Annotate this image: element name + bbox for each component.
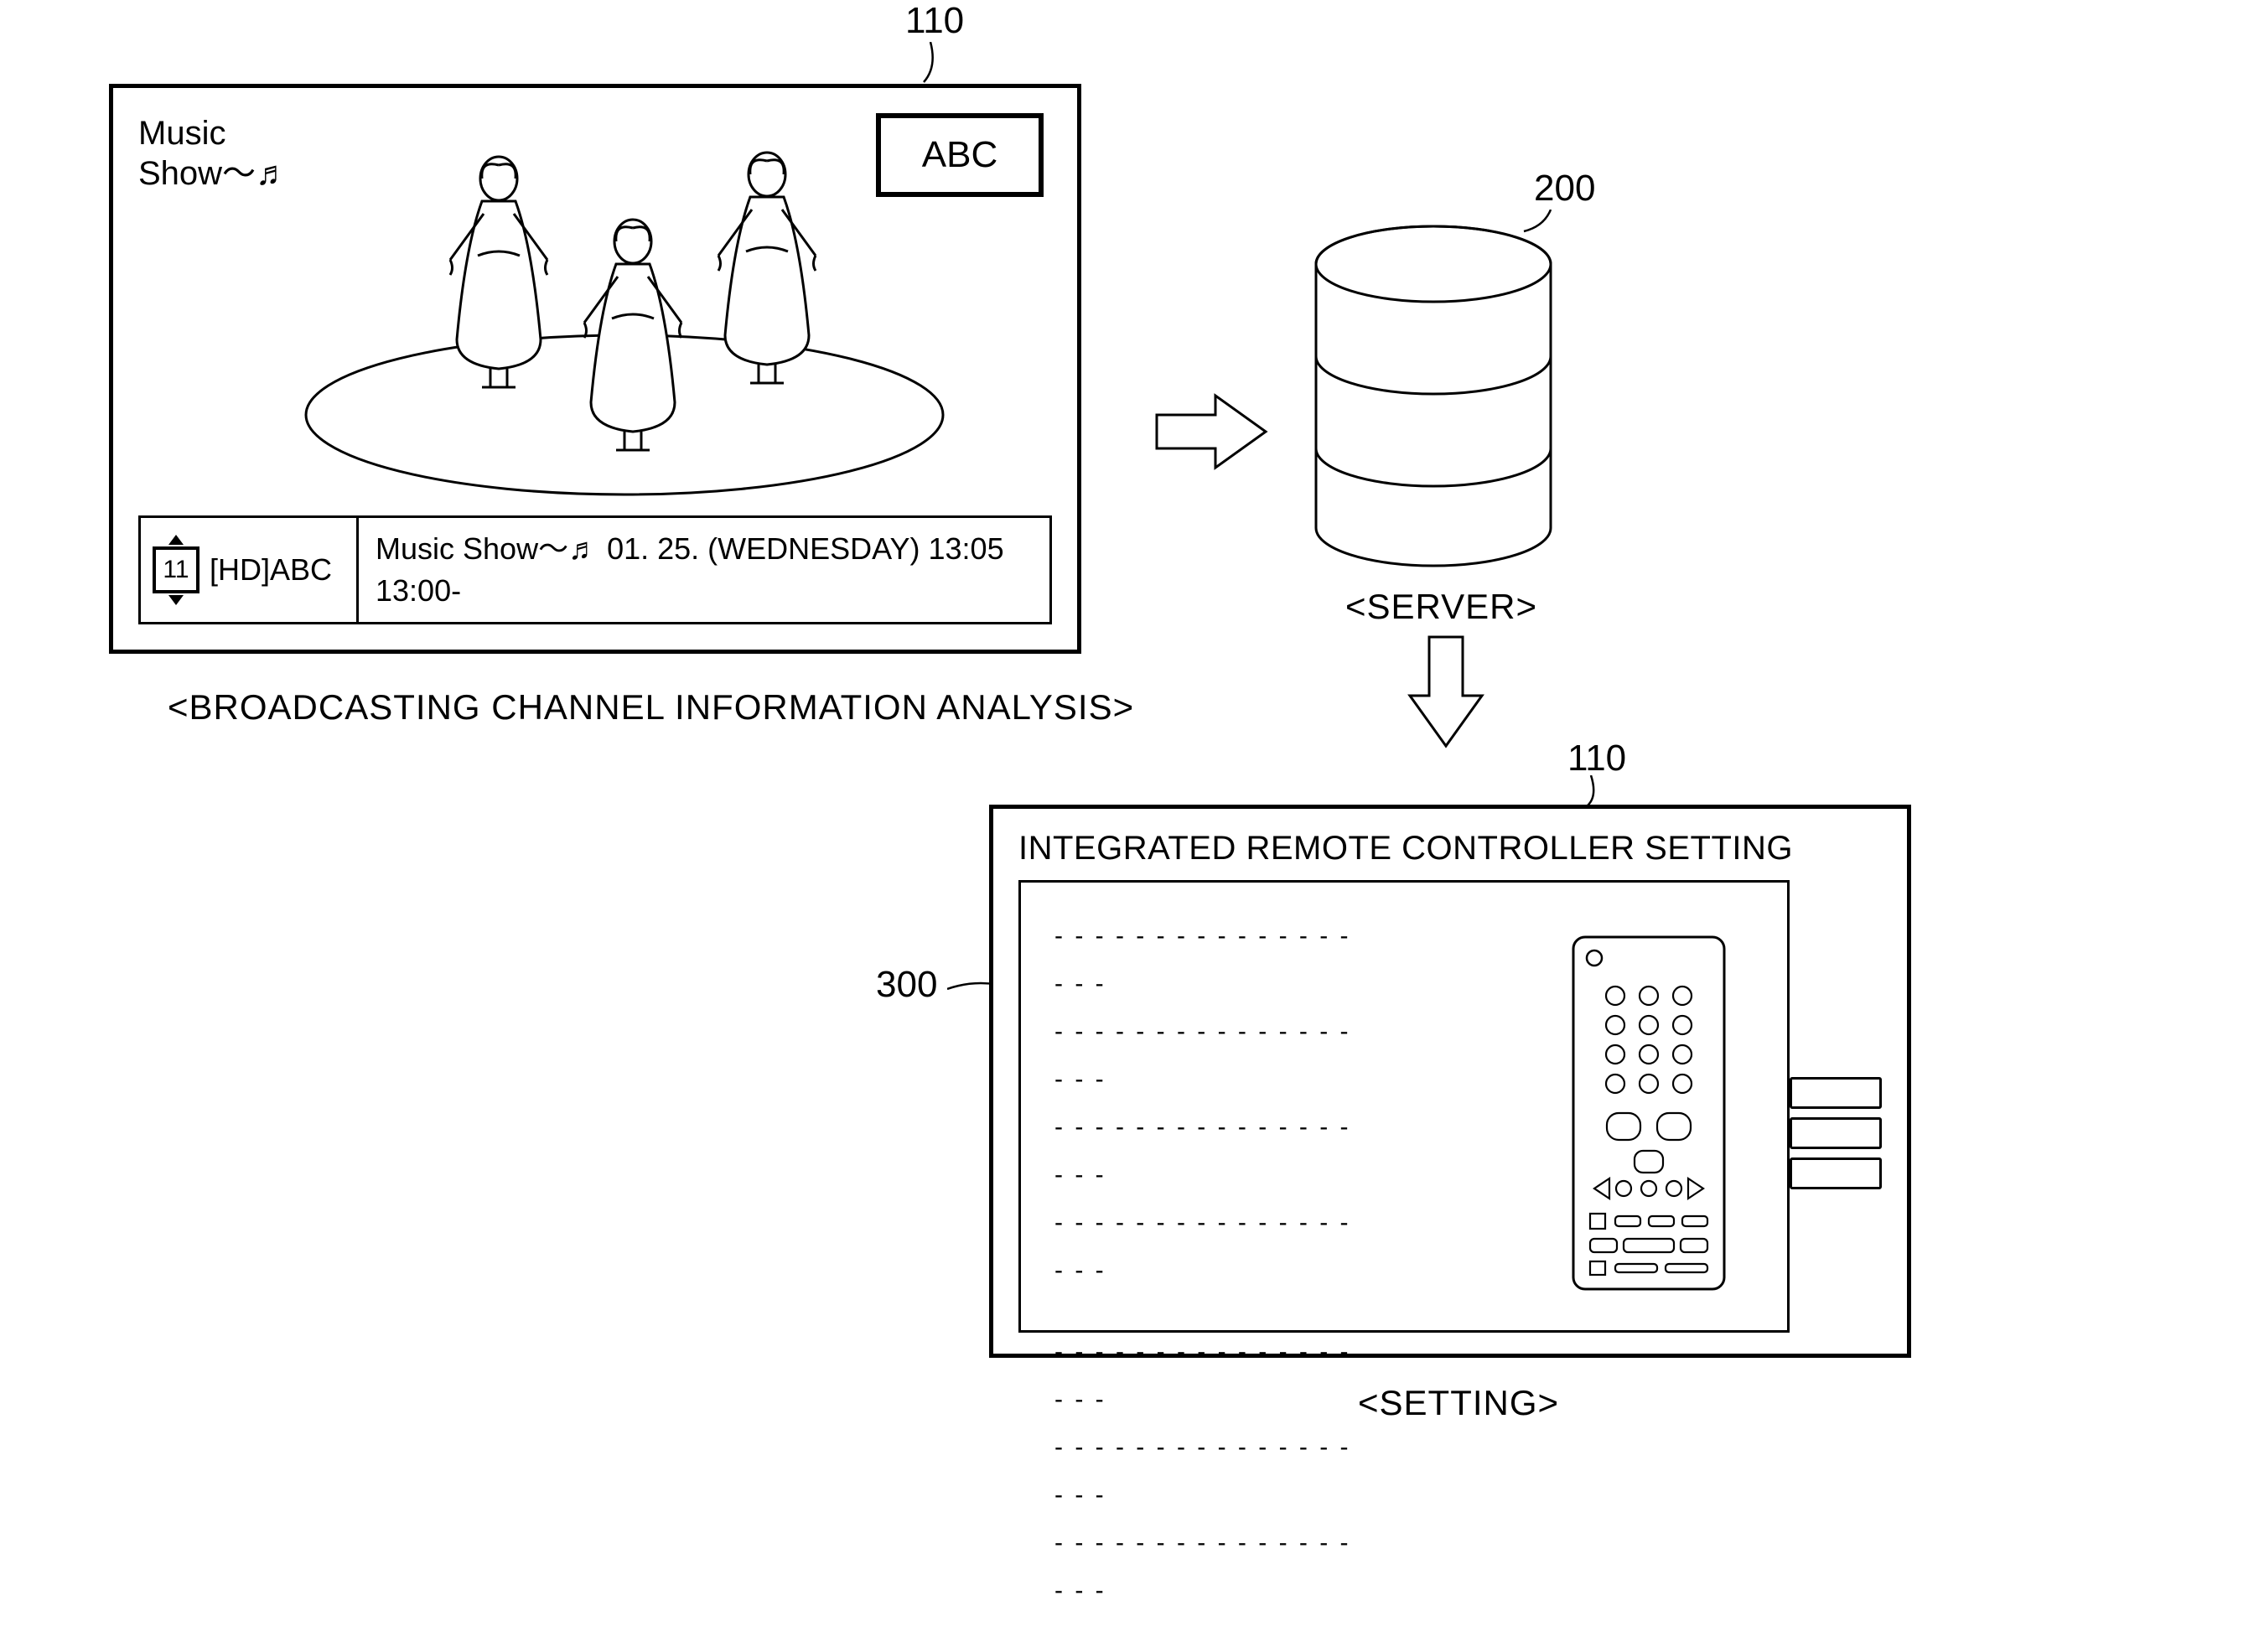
server-icon	[1308, 218, 1559, 578]
caption-bcast: <BROADCASTING CHANNEL INFORMATION ANALYS…	[168, 687, 1134, 728]
side-button[interactable]	[1790, 1077, 1882, 1109]
setting-line: - - - - - - - - - - - - - - - - - -	[1054, 1007, 1365, 1103]
program-line2: 13:00-	[376, 570, 1033, 612]
setting-inner: - - - - - - - - - - - - - - - - - - - - …	[1018, 880, 1790, 1333]
show-title-l1: Music	[138, 115, 225, 152]
chevron-up-icon[interactable]	[168, 535, 184, 545]
ref-num-setting: 110	[1567, 738, 1626, 779]
ref-num-bcast: 110	[905, 0, 964, 42]
channel-label: [HD]ABC	[210, 552, 332, 588]
setting-line: - - - - - - - - - - - - - - - - - -	[1054, 1199, 1365, 1294]
setting-line: - - - - - - - - - - - - - - - - - -	[1054, 1328, 1365, 1423]
ref-num-remote: 300	[876, 964, 937, 1006]
channel-info: 11 [HD]ABC	[141, 518, 359, 622]
side-button[interactable]	[1790, 1117, 1882, 1149]
side-button[interactable]	[1790, 1157, 1882, 1189]
show-title-l2: Show～♬	[138, 155, 289, 192]
setting-line: - - - - - - - - - - - - - - - - - -	[1054, 912, 1365, 1007]
arrow-down-icon	[1400, 629, 1492, 754]
ref-num-server: 200	[1534, 168, 1595, 210]
caption-setting: <SETTING>	[1358, 1383, 1559, 1423]
setting-line: - - - - - - - - - - - - - - - - - -	[1054, 1423, 1365, 1519]
chevron-down-icon[interactable]	[168, 595, 184, 605]
arrow-right-icon	[1148, 386, 1274, 478]
broadcast-panel: Music Show～♬ ABC	[109, 84, 1081, 654]
setting-title: INTEGRATED REMOTE CONTROLLER SETTING	[1018, 830, 1793, 867]
channel-number: 11	[163, 556, 189, 584]
setting-panel: INTEGRATED REMOTE CONTROLLER SETTING - -…	[989, 805, 1911, 1358]
program-info: Music Show～♬ 01. 25. (WEDNESDAY) 13:05 1…	[359, 518, 1049, 622]
show-title: Music Show～♬	[138, 113, 289, 194]
remote-icon	[1569, 933, 1728, 1293]
program-line1: Music Show～♬ 01. 25. (WEDNESDAY) 13:05	[376, 528, 1033, 570]
caption-server: <SERVER>	[1345, 587, 1537, 627]
info-bar: 11 [HD]ABC Music Show～♬ 01. 25. (WEDNESD…	[138, 515, 1052, 624]
setting-line: - - - - - - - - - - - - - - - - - -	[1054, 1103, 1365, 1199]
setting-line: - - - - - - - - - - - - - - - - - -	[1054, 1519, 1365, 1614]
setting-text-lines: - - - - - - - - - - - - - - - - - - - - …	[1054, 912, 1365, 1614]
stage-illustration	[281, 147, 968, 515]
channel-number-box[interactable]: 11	[153, 546, 199, 593]
side-button-stack	[1790, 1077, 1882, 1189]
